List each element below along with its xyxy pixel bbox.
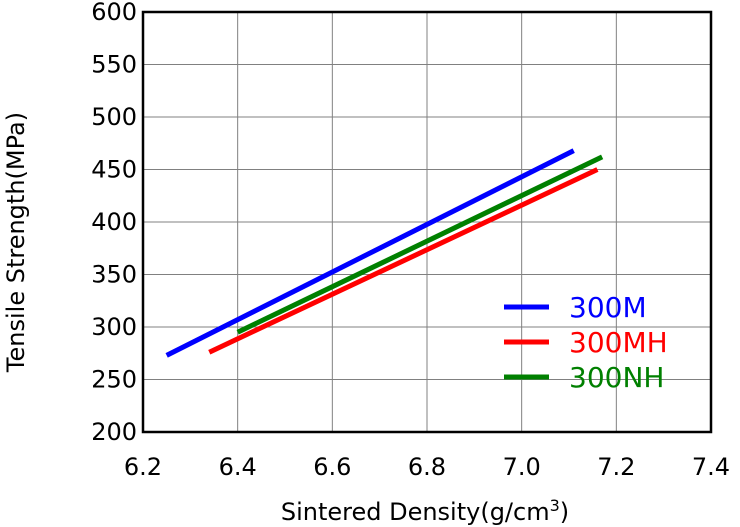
x-tick-label: 6.2 [124, 453, 162, 481]
y-axis-label: Tensile Strength(MPa) [2, 112, 30, 373]
y-tick-label: 400 [91, 208, 137, 236]
series-line-300m [165, 148, 575, 358]
y-tick-label: 300 [91, 313, 137, 341]
legend-label-300m: 300M [569, 291, 647, 324]
x-tick-label: 7.2 [597, 453, 635, 481]
x-tick-labels: 6.2 6.4 6.6 6.8 7.0 7.2 7.4 [124, 453, 730, 481]
x-tick-label: 6.6 [313, 453, 351, 481]
x-tick-label: 7.0 [503, 453, 541, 481]
legend-label-300mh: 300MH [569, 326, 668, 359]
x-axis-label-suffix: ) [560, 498, 569, 526]
plot-frame [141, 10, 713, 434]
series-line-300mh [208, 167, 599, 355]
y-tick-label: 350 [91, 261, 137, 289]
x-axis-label-superscript: 3 [550, 496, 560, 515]
y-tick-label: 250 [91, 366, 137, 394]
x-tick-label: 7.4 [692, 453, 730, 481]
grid-lines [142, 11, 712, 433]
y-tick-labels: 200 250 300 350 400 450 500 550 600 [91, 0, 137, 446]
legend-label-300nh: 300NH [569, 361, 664, 394]
x-tick-label: 6.4 [219, 453, 257, 481]
series-lines [165, 148, 604, 358]
y-tick-label: 500 [91, 103, 137, 131]
y-tick-label: 600 [91, 0, 137, 26]
x-tick-label: 6.8 [408, 453, 446, 481]
series-line-300nh [236, 154, 604, 335]
y-tick-label: 450 [91, 156, 137, 184]
y-tick-label: 200 [91, 418, 137, 446]
x-axis-label: Sintered Density(g/cm3) [281, 496, 569, 526]
y-tick-label: 550 [91, 51, 137, 79]
